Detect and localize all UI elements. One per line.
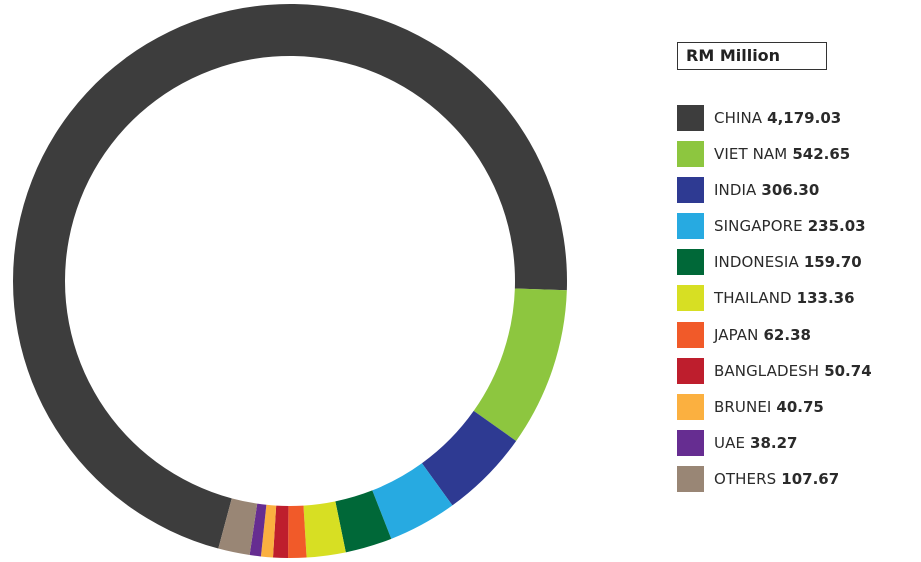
donut-slice-viet-nam [473, 288, 567, 441]
legend-item-indonesia: INDONESIA 159.70 [677, 249, 872, 276]
legend-swatch [677, 141, 704, 168]
legend-label: INDIA [714, 181, 757, 200]
donut-slice-others [218, 498, 258, 556]
legend-label: SINGAPORE [714, 217, 803, 236]
donut-slice-bangladesh [272, 505, 289, 558]
legend-value: 306.30 [761, 181, 820, 200]
legend-value: 107.67 [781, 469, 840, 488]
legend-item-viet-nam: VIET NAM 542.65 [677, 141, 872, 168]
legend-label: CHINA [714, 109, 763, 127]
legend-value: 542.65 [792, 145, 851, 164]
donut-slice-singapore [372, 463, 453, 539]
legend-swatch [677, 465, 704, 492]
legend-swatch [677, 393, 704, 420]
donut-slice-brunei [260, 504, 277, 558]
legend-value: 50.74 [824, 361, 872, 380]
legend-swatch [677, 285, 704, 312]
legend-item-singapore: SINGAPORE 235.03 [677, 213, 872, 240]
legend-value: 38.27 [750, 433, 798, 452]
legend-label: JAPAN [714, 325, 759, 344]
legend-label: THAILAND [714, 289, 792, 308]
legend-label: UAE [714, 433, 746, 452]
legend-label: BANGLADESH [714, 361, 820, 380]
unit-label-box: RM Million [677, 42, 827, 70]
legend-label: OTHERS [714, 469, 777, 488]
legend-item-japan: JAPAN 62.38 [677, 321, 872, 348]
legend-item-uae: UAE 38.27 [677, 429, 872, 456]
legend-item-india: INDIA 306.30 [677, 177, 872, 204]
legend-item-china: CHINA 4,179.03 [677, 105, 872, 131]
legend-swatch [677, 177, 704, 204]
legend-swatch [677, 321, 704, 348]
legend-value: 62.38 [763, 325, 811, 344]
donut-chart [12, 3, 567, 558]
legend-item-bangladesh: BANGLADESH 50.74 [677, 357, 872, 384]
legend-swatch [677, 357, 704, 384]
legend-value: 40.75 [776, 397, 824, 416]
donut-slice-thailand [303, 501, 346, 558]
legend-item-brunei: BRUNEI 40.75 [677, 393, 872, 420]
legend-swatch [677, 213, 704, 240]
legend-value: 159.70 [803, 253, 862, 272]
legend-value: 235.03 [807, 217, 866, 236]
donut-slice-indonesia [335, 490, 392, 553]
donut-slice-uae [249, 503, 267, 557]
legend-value: 133.36 [796, 289, 855, 308]
donut-slice-india [421, 410, 517, 506]
legend-item-others: OTHERS 107.67 [677, 465, 872, 492]
legend-value: 4,179.03 [767, 109, 842, 127]
legend-swatch [677, 249, 704, 276]
legend-label: INDONESIA [714, 253, 799, 272]
chart-legend: CHINA 4,179.03 VIET NAM 542.65 INDIA 306.30 SI… [677, 105, 872, 502]
legend-item-thailand: THAILAND 133.36 [677, 285, 872, 312]
legend-label: VIET NAM [714, 145, 788, 164]
legend-swatch [677, 429, 704, 456]
legend-swatch [677, 105, 704, 131]
legend-label: BRUNEI [714, 397, 772, 416]
donut-slice-japan [288, 505, 307, 558]
